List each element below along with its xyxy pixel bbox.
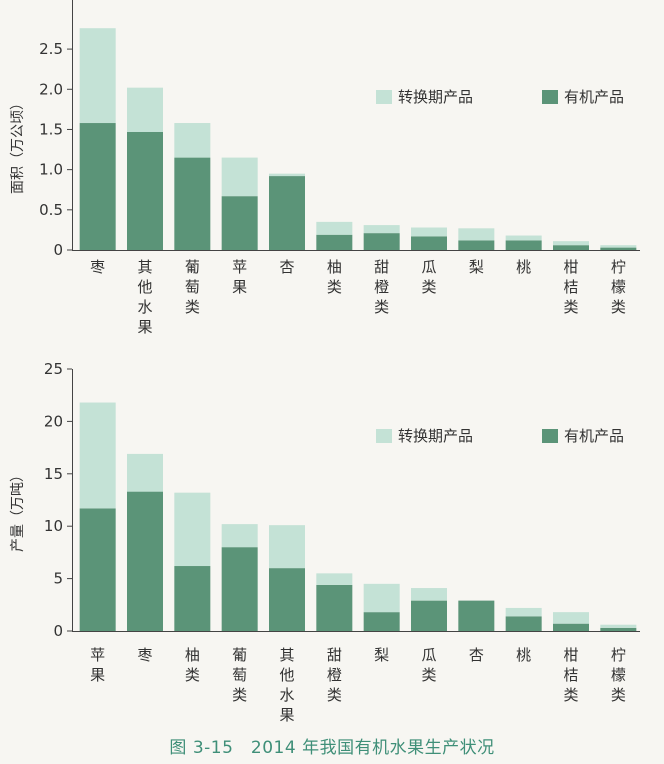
category-label: 苹果: [90, 646, 105, 684]
category-label: 柠檬类: [611, 258, 626, 316]
category-label: 枣: [137, 646, 152, 664]
category-label: 枣: [90, 258, 105, 276]
bar-organic: [505, 240, 542, 250]
bar-transition: [553, 612, 589, 624]
category-label: 柑桔类: [563, 258, 578, 316]
bar-organic: [363, 233, 400, 250]
bar-transition: [411, 227, 447, 237]
bar-transition: [600, 624, 637, 628]
bar-transition: [363, 583, 400, 613]
category-label: 其他水果: [137, 258, 152, 336]
y-tick-label: 1.5: [39, 120, 63, 138]
bar-transition: [221, 524, 258, 548]
legend-label-transition: 转换期产品: [398, 88, 473, 106]
category-label: 柠檬类: [611, 646, 626, 704]
bar-transition: [600, 245, 637, 248]
bar-organic: [505, 616, 542, 631]
legend-swatch-transition: [376, 429, 392, 443]
y-tick-label: 5: [53, 570, 63, 588]
y-tick-label: 2.5: [39, 40, 63, 58]
bar-transition: [269, 173, 305, 177]
category-label: 桃: [516, 258, 531, 276]
y-tick-label: 1.0: [39, 161, 63, 179]
bar-organic: [127, 491, 163, 631]
bar-transition: [316, 221, 353, 235]
y-tick-label: 20: [44, 412, 63, 430]
bar-transition: [174, 492, 211, 567]
bar-transition: [505, 235, 542, 241]
category-label: 甜橙类: [374, 258, 389, 316]
bar-transition: [316, 573, 353, 585]
category-label: 杏: [279, 258, 294, 276]
bar-organic: [600, 247, 637, 250]
category-label: 葡萄类: [185, 258, 200, 316]
bar-organic: [174, 566, 211, 631]
y-tick-label: 25: [44, 360, 63, 378]
bar-transition: [505, 607, 542, 617]
y-tick-label: 0: [53, 241, 63, 259]
bar-organic: [316, 234, 353, 250]
bar-organic: [221, 196, 258, 250]
category-label: 甜橙类: [327, 646, 342, 704]
y-axis-label: 面积（万公顷）: [10, 96, 26, 194]
bar-organic: [553, 245, 589, 250]
y-tick-label: 15: [44, 465, 63, 483]
figure-caption: 图 3-15 2014 年我国有机水果生产状况: [169, 738, 495, 758]
bar-transition: [269, 525, 305, 569]
bar-transition: [174, 123, 211, 158]
bar-organic: [553, 623, 589, 631]
bar-organic: [269, 568, 305, 631]
bar-organic: [221, 547, 258, 631]
legend-swatch-organic: [542, 90, 558, 104]
category-label: 桃: [516, 646, 531, 664]
category-label: 柑桔类: [563, 646, 578, 704]
bar-transition: [79, 402, 116, 509]
bar-transition: [79, 28, 116, 124]
bar-transition: [127, 87, 163, 132]
category-label: 瓜类: [421, 646, 436, 684]
category-label: 其他水果: [279, 646, 294, 724]
category-label: 梨: [374, 646, 389, 664]
bar-organic: [79, 123, 116, 250]
bar-transition: [458, 228, 495, 241]
bar-organic: [174, 157, 211, 250]
legend-swatch-transition: [376, 90, 392, 104]
bar-organic: [363, 612, 400, 631]
bar-transition: [221, 157, 258, 197]
category-label: 柚类: [327, 258, 342, 296]
bar-transition: [553, 241, 589, 246]
category-label: 柚类: [185, 646, 200, 684]
area-chart: 0 0.5 1.0 1.5 2.0 2.5 面积（万公顷） 枣 其他水果 葡萄类 苹果 杏 柚类 甜橙类 瓜…: [10, 0, 640, 336]
category-label: 瓜类: [421, 258, 436, 296]
bar-organic: [458, 240, 495, 250]
y-axis-label: 产量（万吨）: [10, 468, 26, 552]
y-tick-label: 0: [53, 622, 63, 640]
legend-swatch-organic: [542, 429, 558, 443]
category-label: 杏: [469, 646, 484, 664]
bar-organic: [79, 508, 116, 631]
bar-transition: [411, 588, 447, 601]
bar-organic: [316, 584, 353, 631]
y-tick-label: 10: [44, 517, 63, 535]
bar-organic: [411, 600, 447, 631]
bar-organic: [127, 131, 163, 250]
bar-organic: [411, 236, 447, 250]
bar-transition: [363, 225, 400, 234]
category-label: 葡萄类: [232, 646, 247, 704]
y-tick-label: 0.5: [39, 201, 63, 219]
bar-organic: [600, 627, 637, 631]
bar-transition: [127, 453, 163, 492]
legend-label-transition: 转换期产品: [398, 427, 473, 445]
y-tick-label: 2.0: [39, 80, 63, 98]
category-label: 苹果: [232, 258, 247, 296]
bar-organic: [458, 600, 495, 631]
output-chart: 0 5 10 15 20 25 产量（万吨） 苹果 枣 柚类 葡萄类 其他水果 甜橙类 梨 瓜类 杏 桃 柑桔类 柠…: [10, 360, 640, 724]
legend-label-organic: 有机产品: [564, 88, 624, 106]
category-label: 梨: [469, 258, 484, 276]
legend-label-organic: 有机产品: [564, 427, 624, 445]
bar-organic: [269, 176, 305, 250]
